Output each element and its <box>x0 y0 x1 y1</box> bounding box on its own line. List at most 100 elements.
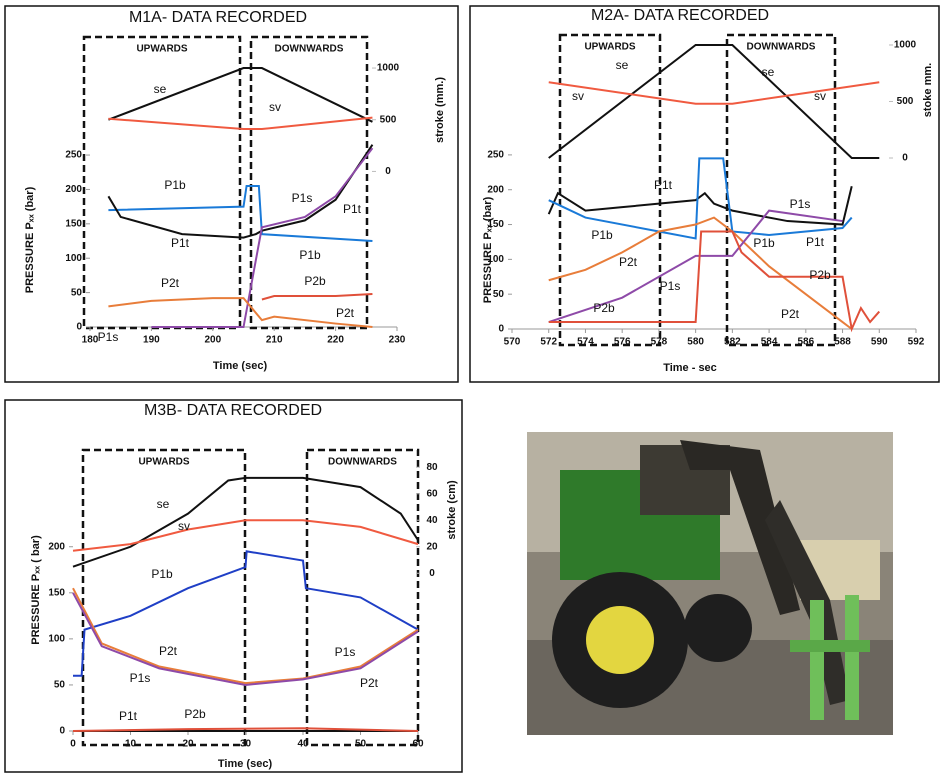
y-tick-label: 0 <box>59 726 65 737</box>
y2-axis-label: stoke mm. <box>922 63 934 117</box>
chart-title: M3B- DATA RECORDED <box>144 402 322 419</box>
y2-axis-label: stroke (cm) <box>446 480 458 540</box>
series-label: P2t <box>619 255 638 269</box>
series-label: P1t <box>171 236 190 250</box>
series-label: P1t <box>119 709 138 723</box>
x-tick-label: 592 <box>908 337 925 348</box>
x-tick-label: 576 <box>614 337 631 348</box>
x-tick-label: 10 <box>125 739 137 750</box>
y2-tick-label: 500 <box>897 96 914 107</box>
series-label: P2b <box>809 268 831 282</box>
series-label: P1s <box>790 197 811 211</box>
x-axis-label: Time (sec) <box>213 360 268 372</box>
series-label: P1t <box>343 202 362 216</box>
y-tick-label: 150 <box>65 218 82 229</box>
x-tick-label: 586 <box>797 337 814 348</box>
series-label: se <box>154 82 167 96</box>
series-label: P2b <box>184 707 206 721</box>
series-label: P2b <box>593 301 615 315</box>
x-tick-label: 20 <box>182 739 194 750</box>
chart-title: M2A- DATA RECORDED <box>591 7 769 24</box>
y-tick-label: 150 <box>48 587 65 598</box>
x-tick-label: 580 <box>687 337 704 348</box>
phase-label: UPWARDS <box>138 457 189 468</box>
y2-tick-label: 60 <box>426 488 438 499</box>
series-label: sv <box>572 89 584 103</box>
phase-label: DOWNWARDS <box>275 44 344 55</box>
y2-tick-label: 40 <box>426 515 438 526</box>
series-label: P1b <box>164 178 186 192</box>
y2-tick-label: 1000 <box>894 40 917 51</box>
y2-tick-label: 1000 <box>377 63 400 74</box>
x-tick-label: 40 <box>297 739 309 750</box>
figure: M1A- DATA RECORDEDUPWARDSDOWNWARDS050100… <box>0 0 943 773</box>
y2-tick-label: 0 <box>429 568 435 579</box>
x-tick-label: 190 <box>143 335 160 346</box>
y2-tick-label: 20 <box>426 541 438 552</box>
series-label: P1s <box>335 645 356 659</box>
series-label: sv <box>269 100 281 114</box>
x-tick-label: 180 <box>82 335 99 346</box>
series-line <box>549 82 880 103</box>
series-label: P1b <box>299 248 321 262</box>
series-label: P1s <box>130 671 151 685</box>
series-label: P1s <box>98 330 119 344</box>
series-label: P1b <box>753 236 775 250</box>
y-tick-label: 250 <box>487 150 504 161</box>
y-tick-label: 200 <box>48 541 65 552</box>
series-label: P1b <box>591 228 613 242</box>
series-label: P2t <box>161 276 180 290</box>
y-tick-label: 0 <box>76 322 82 333</box>
series-line <box>73 593 418 685</box>
tractor-photo <box>527 432 893 735</box>
x-tick-label: 588 <box>834 337 851 348</box>
series-label: P1s <box>660 279 681 293</box>
y-tick-label: 200 <box>65 184 82 195</box>
x-tick-label: 30 <box>240 739 252 750</box>
series-label: P2t <box>360 676 379 690</box>
phase-label: UPWARDS <box>136 44 187 55</box>
y-tick-label: 250 <box>65 150 82 161</box>
x-tick-label: 584 <box>761 337 778 348</box>
x-tick-label: 572 <box>540 337 557 348</box>
series-line <box>549 45 880 158</box>
series-label: P2t <box>159 644 178 658</box>
series-label: se <box>157 497 170 511</box>
y2-tick-label: 0 <box>902 153 908 164</box>
y2-tick-label: 80 <box>426 462 438 473</box>
series-label: sv <box>178 519 190 533</box>
phase-box <box>560 35 660 345</box>
x-tick-label: 220 <box>327 335 344 346</box>
x-tick-label: 230 <box>389 335 406 346</box>
phase-box <box>83 450 245 745</box>
y-tick-label: 200 <box>487 184 504 195</box>
phase-label: DOWNWARDS <box>328 457 397 468</box>
series-label: P1t <box>654 178 673 192</box>
x-tick-label: 570 <box>504 337 521 348</box>
y2-axis-label: stroke (mm.) <box>434 77 446 143</box>
y-tick-label: 100 <box>65 253 82 264</box>
y-tick-label: 100 <box>48 634 65 645</box>
series-label: sv <box>814 89 826 103</box>
x-tick-label: 590 <box>871 337 888 348</box>
series-label: P1s <box>292 191 313 205</box>
phase-label: UPWARDS <box>584 42 635 53</box>
y-tick-label: 50 <box>54 680 66 691</box>
series-label: P2t <box>336 306 355 320</box>
x-tick-label: 0 <box>70 739 76 750</box>
series-label: P2b <box>304 274 326 288</box>
x-tick-label: 50 <box>355 739 367 750</box>
series-label: P1t <box>806 235 825 249</box>
phase-label: DOWNWARDS <box>747 42 816 53</box>
y2-tick-label: 500 <box>380 114 397 125</box>
y-axis-label: PRESSURE Pₓₓ (bar) <box>482 196 494 303</box>
y-tick-label: 50 <box>71 287 83 298</box>
x-tick-label: 200 <box>204 335 221 346</box>
x-axis-label: Time (sec) <box>218 758 273 770</box>
series-label: se <box>616 58 629 72</box>
x-tick-label: 60 <box>412 739 424 750</box>
y-axis-label: PRESSURE Pₓₓ (bar) <box>24 186 36 293</box>
y-axis-label: PRESSURE Pₓₓ ( bar) <box>30 535 42 645</box>
series-label: P1b <box>151 567 173 581</box>
y-tick-label: 50 <box>493 289 505 300</box>
